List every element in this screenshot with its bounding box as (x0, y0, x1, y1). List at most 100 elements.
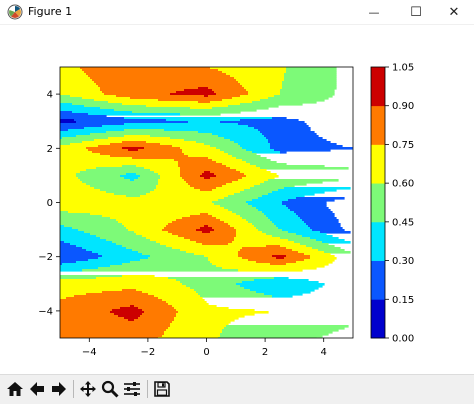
contour-band-cell (130, 179, 135, 182)
contour-band-cell (210, 177, 243, 180)
contour-band-cell (222, 163, 251, 166)
contour-band-cell (106, 239, 151, 242)
contour-band-cell (122, 275, 155, 278)
figure-canvas[interactable]: −4 −2 0 2 4 −4 −2 0 2 4 0.00 0.15 0.30 0.45 0.60 0.75 0… (0, 25, 474, 369)
pan-button[interactable] (77, 378, 99, 400)
contour-band-cell (240, 83, 283, 86)
maximize-button[interactable]: ☐ (396, 0, 436, 24)
contour-band-cell (270, 147, 353, 150)
contour-band-cell (212, 159, 243, 162)
contour-band-cell (266, 233, 297, 236)
contour-band-cell (236, 229, 259, 232)
colorbar-tick-label: 0.45 (392, 217, 414, 228)
contour-band-cell (60, 211, 69, 214)
contour-band-cell (60, 319, 129, 322)
contour-band-cell (282, 85, 337, 88)
contour-band-cell (60, 175, 77, 178)
contour-band-cell (172, 247, 243, 250)
contour-band-cell (128, 319, 135, 322)
contour-band-cell (146, 141, 197, 144)
contour-band-cell (126, 227, 165, 230)
contour-band-cell (310, 237, 339, 240)
contour-band-cell (208, 95, 241, 98)
contour-band-cell (134, 179, 159, 182)
contour-band-cell (60, 219, 117, 222)
contour-band-cell (232, 97, 269, 100)
contour-band-cell (186, 251, 239, 254)
contour-band-cell (60, 291, 103, 294)
contour-band-cell (76, 121, 189, 124)
contour-band-cell (210, 67, 287, 70)
configure-subplots-button[interactable] (121, 378, 143, 400)
contour-band-cell (60, 235, 97, 238)
contour-band-cell (124, 123, 239, 126)
contour-band-cell (212, 201, 247, 204)
contour-band-cell (286, 67, 337, 70)
contour-band-cell (164, 129, 259, 132)
back-button[interactable] (26, 378, 48, 400)
contour-band-cell (254, 185, 295, 188)
contour-band-cell (154, 295, 201, 298)
contour-band-cell (188, 121, 221, 124)
contour-band-cell (80, 179, 131, 182)
contour-band-cell (60, 113, 89, 116)
contour-band-cell (88, 149, 129, 152)
contour-band-cell (238, 251, 299, 254)
contour-band-cell (180, 175, 201, 178)
contour-band-cell (60, 177, 79, 180)
contour-band-cell (136, 233, 173, 236)
contour-band-cell (190, 239, 235, 242)
contour-band-cell (150, 191, 241, 194)
contour-band-cell (282, 229, 313, 232)
contour-band-cell (234, 193, 269, 196)
contour-band-cell (182, 177, 205, 180)
home-button[interactable] (4, 378, 26, 400)
contour-band-cell (310, 255, 335, 258)
zoom-button[interactable] (99, 378, 121, 400)
contour-band-cell (72, 227, 127, 230)
contour-band-cell (200, 295, 273, 298)
contour-band-cell (68, 211, 233, 214)
colorbar-segment (371, 221, 385, 261)
contour-band-cell (126, 247, 173, 250)
close-button[interactable]: ✕ (434, 0, 474, 24)
contour-band-cell (60, 83, 97, 86)
contour-band-cell (60, 299, 163, 302)
y-tick-label: 2 (47, 144, 53, 155)
contour-band-cell (196, 241, 233, 244)
contour-band-cell (286, 263, 329, 266)
save-button[interactable] (151, 378, 173, 400)
contour-band-cell (80, 171, 155, 174)
forward-button[interactable] (48, 378, 70, 400)
contour-band-cell (60, 225, 65, 228)
contour-band-cell (122, 289, 137, 292)
contour-band-cell (60, 227, 73, 230)
contour-band-cell (136, 289, 195, 292)
contour-band-cell (302, 219, 339, 222)
contour-band-cell (60, 75, 89, 78)
contour-band-cell (176, 313, 255, 316)
contour-band-cell (132, 111, 241, 114)
contour-band-cell (250, 163, 287, 166)
contour-band-cell (60, 245, 77, 248)
contour-band-cell (238, 81, 283, 84)
contour-band-cell (60, 87, 101, 90)
contour-band-cell (62, 263, 123, 266)
contour-band-cell (84, 231, 135, 234)
contour-band-cell (220, 205, 253, 208)
contour-band-cell (260, 167, 349, 170)
contour-band-cell (84, 105, 147, 108)
contour-band-cell (72, 111, 133, 114)
minimize-button[interactable]: — (354, 0, 394, 24)
contour-band-cell (232, 211, 263, 214)
contour-band-cell (224, 151, 253, 154)
contour-band-cell (60, 199, 219, 202)
contour-band-cell (248, 93, 281, 96)
contour-band-cell (190, 107, 213, 110)
contour-band-cell (202, 231, 211, 234)
contour-band-cell (60, 91, 103, 94)
toolbar-separator (147, 380, 148, 398)
contour-band-cell (132, 157, 209, 160)
contour-band-cell (60, 303, 169, 306)
